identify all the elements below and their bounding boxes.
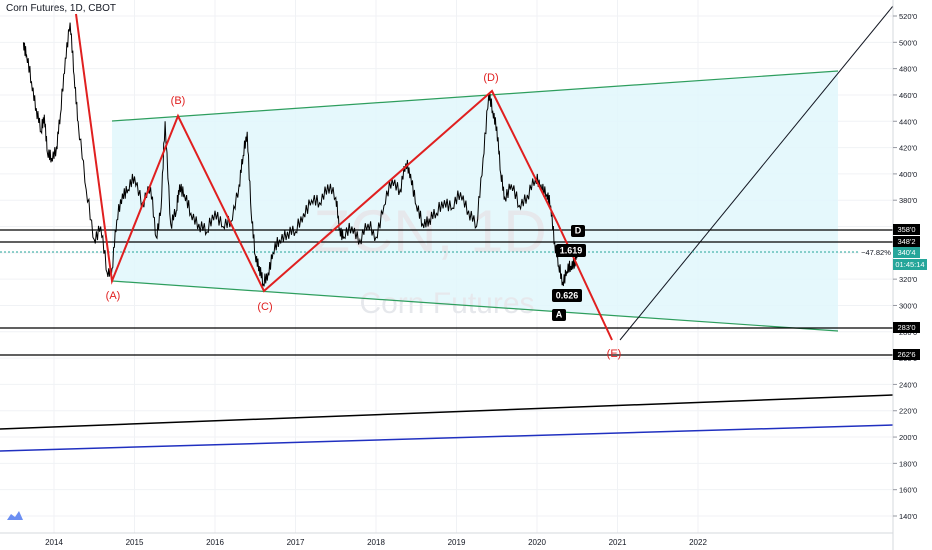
wave-point-label: (E) [607,348,622,360]
level-tag-2626-bg [893,349,920,360]
chart-title: Corn Futures, 1D, CBOT [6,3,117,14]
channel-lower-line [111,280,839,332]
x-tick-label: 2017 [287,538,305,547]
y-tick-label: 520'0 [899,12,917,21]
wave-point-label: (B) [171,95,186,107]
y-tick-label: 140'0 [899,512,917,521]
y-axis: 520'0 500'0 480'0 460'0 440'0 420'0 400'0 380'0… [892,0,917,550]
y-tick-label: 440'0 [899,117,917,126]
level-tag-3580-bg [893,224,920,235]
y-tick-label: 380'0 [899,196,917,205]
level-tag-3482-bg [893,236,920,247]
y-tick-label: 220'0 [899,407,917,416]
y-tick-label: 500'0 [899,38,917,47]
level-tag-2626-text: 262'6 [897,350,915,359]
y-tick-label: 320'0 [899,275,917,284]
x-tick-label: 2015 [126,538,144,547]
level-tag-3482: 348'2 [893,236,920,247]
x-tick-label: 2014 [45,538,63,547]
countdown-tag-bg [893,259,927,270]
fib-retr-label-bg [552,289,582,302]
pct-change-tag: −47.82% [859,247,893,258]
level-tag-2830-text: 283'0 [897,323,915,332]
current-price-tag-bg [893,247,920,258]
y-tick-label: 240'0 [899,380,917,389]
label-d: D [571,225,585,237]
channel-upper-line [111,70,839,122]
wave-zigzag-line [75,13,613,341]
x-tick-label: 2016 [206,538,224,547]
y-tick-label: 160'0 [899,486,917,495]
x-tick-label: 2020 [528,538,546,547]
projection-line [619,5,894,341]
label-a: A [552,309,566,321]
fib-retr-label-text: 0.626 [556,291,579,301]
x-axis: 2014 2015 2016 2017 2018 2019 2020 2021 2022 [0,532,893,547]
level-tag-2830: 283'0 [893,322,920,333]
label-a-text: A [556,310,563,320]
x-tick-label: 2019 [448,538,466,547]
level-tag-3580: 358'0 [893,224,920,235]
horizontal-levels [0,229,893,356]
fib-ext-label-bg [556,244,586,257]
wave-point-label: (A) [106,290,121,302]
support-trend-line-black [0,394,894,430]
x-tick-label: 2021 [609,538,627,547]
wave-point-label: (C) [257,301,272,313]
current-price-tag-text: 340'4 [897,248,915,257]
support-trend-line-blue [0,424,894,452]
tradingview-logo-icon [7,511,23,520]
countdown-tag-text: 01:45:14 [895,260,924,269]
wave-pattern: (A) (B) (C) (D) (E) D A 1.619 0.626 [75,13,622,360]
level-tag-2626: 262'6 [893,349,920,360]
y-tick-label: 200'0 [899,433,917,442]
x-tick-label: 2022 [689,538,707,547]
label-a-bg [552,309,566,321]
y-tick-label: 180'0 [899,459,917,468]
price-series-line [22,22,578,287]
level-tag-3580-text: 358'0 [897,225,915,234]
countdown-tag: 01:45:14 [893,259,927,270]
price-tags: 358'0 348'2 −47.82% 340'4 01:45:14 283'0 262'6 [859,224,927,360]
wave-point-label: (D) [483,72,498,84]
pct-change-tag-bg [859,247,893,258]
y-tick-label: 480'0 [899,65,917,74]
trend-lines [0,5,894,452]
y-tick-label: 300'0 [899,301,917,310]
label-d-bg [571,225,585,237]
x-tick-label: 2018 [367,538,385,547]
watermark-symbol: ZCN, 1D [313,198,546,265]
level-tag-3482-text: 348'2 [897,237,915,246]
pct-change-tag-text: −47.82% [861,248,891,257]
current-price-tag: 340'4 [893,247,920,258]
fib-ext-label-text: 1.619 [560,246,583,256]
fib-ext-label: 1.619 [556,244,586,257]
y-tick-label: 400'0 [899,170,917,179]
fib-retr-label: 0.626 [552,289,582,302]
level-tag-2830-bg [893,322,920,333]
y-tick-label: 420'0 [899,144,917,153]
y-tick-label: 460'0 [899,91,917,100]
label-d-text: D [575,226,582,236]
